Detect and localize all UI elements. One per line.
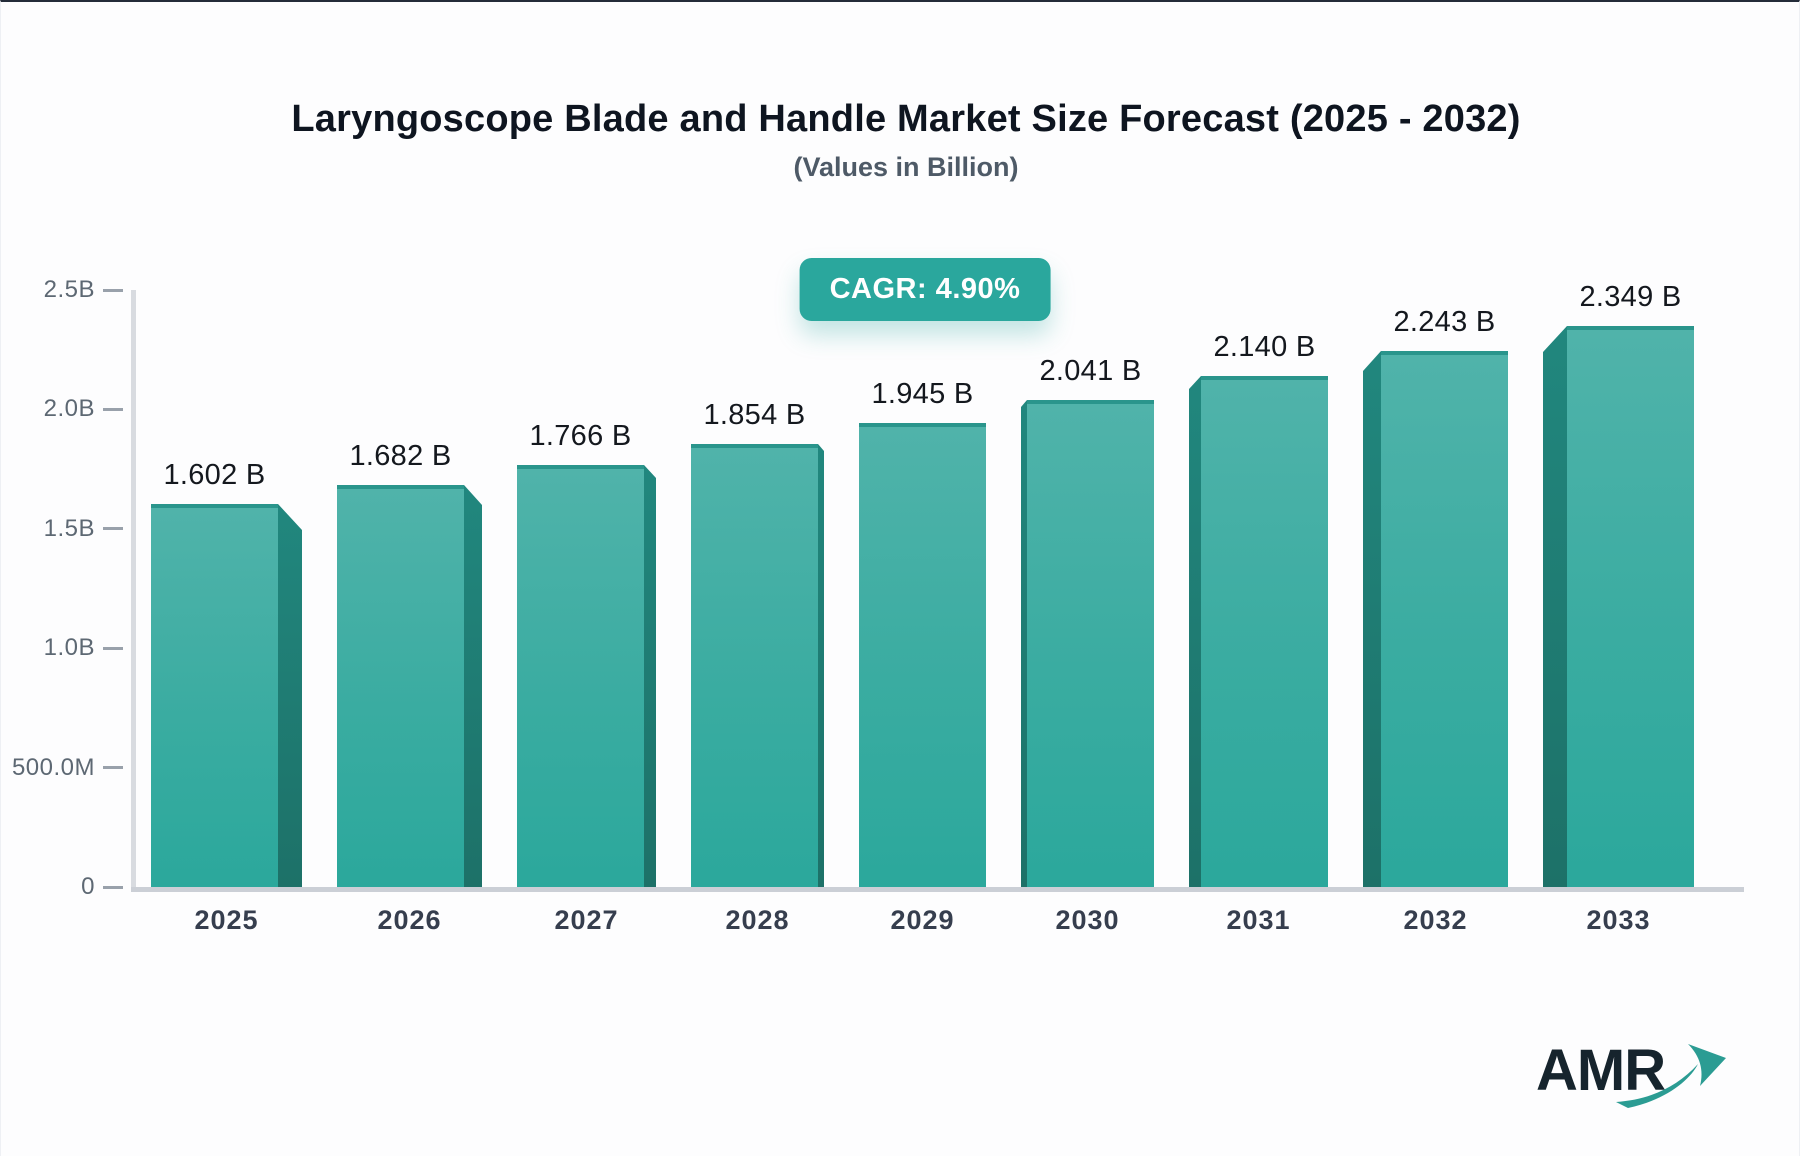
bar-value-label: 1.945 B	[871, 378, 974, 410]
growth-arrow-icon	[1616, 1044, 1726, 1108]
y-axis-label: 1.0B	[43, 634, 95, 662]
y-axis-tick	[103, 646, 123, 650]
bar: 1.602 B	[151, 459, 302, 887]
y-axis-label: 2.0B	[43, 395, 95, 423]
y-axis-label: 2.5B	[43, 276, 95, 303]
bar: 1.945 B	[859, 378, 986, 887]
bar: 1.766 B	[517, 420, 656, 887]
x-axis-label: 2026	[377, 905, 442, 935]
bar-side-panel	[1543, 326, 1567, 887]
chart-title: Laryngoscope Blade and Handle Market Siz…	[291, 98, 1521, 140]
bar-side-panel	[1363, 351, 1381, 887]
bar-face	[1567, 326, 1694, 887]
x-axis-label: 2031	[1226, 905, 1291, 935]
bar-face	[517, 465, 644, 887]
bar-face	[1381, 351, 1508, 887]
bar: 2.041 B	[1021, 355, 1154, 887]
y-axis-tick	[103, 407, 123, 411]
x-axis-label: 2029	[890, 905, 955, 935]
bar-face	[1201, 376, 1328, 887]
bar-value-label: 1.682 B	[349, 440, 452, 472]
bar: 2.349 B	[1543, 281, 1694, 887]
bar-side-panel	[464, 485, 482, 887]
bar-value-label: 1.854 B	[703, 399, 806, 431]
amr-logo-text: AMR	[1536, 1038, 1666, 1103]
y-axis-label: 1.5B	[43, 514, 95, 542]
bar-side-panel	[644, 465, 656, 887]
bar: 1.854 B	[691, 399, 824, 887]
y-axis-tick	[103, 527, 123, 531]
bar: 1.682 B	[337, 440, 482, 887]
bar-face	[337, 485, 464, 887]
plot-area: 2.5B 2.0B 1.5B 1.0B 500.0M 0 1.602 B 1.682 B 1.…	[12, 276, 1746, 935]
bar-side-panel	[818, 444, 824, 887]
x-axis-label: 2032	[1403, 905, 1468, 935]
bar-value-label: 1.766 B	[529, 420, 632, 452]
x-axis-baseline	[131, 887, 1744, 892]
x-axis-label: 2028	[725, 905, 790, 935]
bar-face	[151, 504, 278, 887]
bar: 2.140 B	[1189, 331, 1328, 887]
bar-series: 1.602 B 1.682 B 1.766 B 1.854 B 1.945 B 2.041…	[151, 281, 1694, 887]
y-axis-label: 500.0M	[11, 753, 95, 781]
x-axis-label: 2030	[1055, 905, 1120, 935]
y-axis-tick	[103, 288, 123, 292]
bar-value-label: 1.602 B	[163, 459, 266, 491]
bar: 2.243 B	[1363, 306, 1508, 887]
bar-side-panel	[278, 504, 302, 887]
bar-value-label: 2.140 B	[1213, 331, 1316, 363]
bar-face	[1027, 400, 1154, 887]
y-axis-tick	[103, 766, 123, 770]
x-axis-labels: 2025 2026 2027 2028 2029 2030 2031 2032 2033	[151, 905, 1694, 936]
bar-value-label: 2.041 B	[1039, 355, 1142, 387]
x-axis-label: 2025	[194, 905, 259, 935]
bar-value-label: 2.243 B	[1393, 306, 1496, 338]
cagr-badge: CAGR: 4.90%	[799, 258, 1051, 321]
bar-side-panel	[1189, 376, 1201, 887]
bar-face	[859, 423, 986, 887]
y-axis-line	[131, 290, 136, 887]
y-axis-tick	[103, 885, 123, 889]
y-axis-label: 0	[81, 873, 95, 900]
bar-side-panel	[1021, 400, 1027, 887]
x-axis-label: 2033	[1586, 905, 1651, 935]
chart-subtitle: (Values in Billion)	[793, 152, 1019, 182]
bar-value-label: 2.349 B	[1579, 281, 1682, 313]
bar-face	[691, 444, 818, 887]
amr-logo: AMR	[1536, 1038, 1746, 1114]
x-axis-label: 2027	[554, 905, 619, 935]
